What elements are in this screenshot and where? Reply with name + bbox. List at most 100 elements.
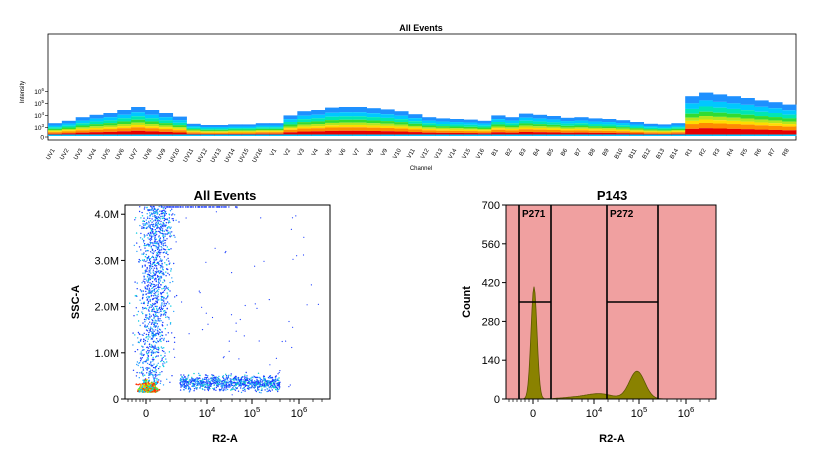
scatter-point [249,383,251,386]
scatter-point [162,364,164,367]
heatmap-band [283,126,298,129]
scatter-point [151,390,154,393]
heatmap-channel-label: B13 [656,147,667,160]
heatmap-band [532,121,548,125]
heatmap-band [131,134,146,136]
scatter-point [180,380,183,383]
scatter-point [146,352,148,355]
heatmap-channel-label: B11 [628,147,639,159]
scatter-point [145,293,147,295]
scatter-point [143,244,145,247]
scatter-point [148,318,150,320]
heatmap-band [657,132,672,134]
scatter-point [152,211,155,213]
scatter-point [160,277,163,279]
scatter-point [168,260,170,262]
heatmap-channel-label: UV14 [224,147,237,164]
scatter-point [164,352,166,354]
scatter-point [262,383,264,385]
heatmap-band [726,108,741,114]
scatter-point [153,292,155,295]
scatter-point [221,383,223,385]
scatter-point [257,383,259,385]
scatter-point [151,228,154,230]
scatter-point [140,366,142,369]
scatter-point [141,215,144,217]
heatmap-band [491,128,506,130]
heatmap-band [435,126,451,128]
histogram-y-axis-label: Count [461,286,473,318]
scatter-point [188,386,190,388]
scatter-point [232,378,235,380]
heatmap-band [117,110,132,115]
scatter-point [160,295,163,298]
scatter-point [164,288,166,290]
scatter-point [143,243,146,245]
scatter-point [136,349,139,351]
scatter-point [274,378,277,380]
heatmap-band [366,131,381,136]
scatter-point [251,385,253,387]
scatter-point [154,214,156,217]
heatmap-band [283,132,298,136]
scatter-point [263,386,265,388]
heatmap-band [352,107,367,113]
heatmap-band [546,122,561,125]
scatter-point [193,390,195,392]
scatter-point [158,235,160,237]
scatter-point [140,388,142,391]
scatter-point [249,379,251,381]
heatmap-band [131,122,146,125]
scatter-point [255,384,257,386]
heatmap-band [491,115,506,120]
scatter-point [146,362,149,365]
scatter-point [145,296,148,299]
scatter-point [242,379,244,381]
scatter-point [164,239,167,242]
scatter-point [270,377,273,379]
scatter-point [149,348,152,351]
scatter-point [206,384,208,387]
scatter-point [142,308,144,310]
scatter-point [259,382,261,384]
scatter-point [152,308,154,310]
scatter-point [161,270,163,272]
scatter-point [267,379,269,382]
scatter-point [265,380,267,382]
scatter-point [171,375,173,377]
heatmap-band [394,128,409,132]
scatter-point [152,274,154,277]
scatter-point [167,248,169,251]
heatmap-band [186,130,201,132]
scatter-point [142,290,145,292]
scatter-point [169,235,171,237]
heatmap-band [740,114,755,119]
scatter-point [240,391,243,394]
scatter-point [161,232,163,235]
scatter-point [157,278,160,281]
heatmap-band [602,126,617,129]
scatter-point [276,385,278,387]
scatter-point [152,271,154,273]
scatter-point [145,219,147,221]
heatmap-channel-label: B14 [669,147,680,160]
scatter-point [145,250,147,252]
scatter-point [279,381,281,383]
scatter-point [161,357,163,359]
heatmap-band [117,134,132,136]
scatter-point [199,386,201,389]
scatter-point [144,281,146,283]
heatmap-band [311,124,326,127]
heatmap-band [103,134,118,136]
scatter-point [158,220,161,222]
scatter-point [158,245,161,247]
scatter-point [144,343,146,345]
scatter-point [142,302,145,304]
scatter-point [145,319,147,321]
heatmap-band [131,127,146,131]
scatter-point [153,288,156,290]
scatter-point [258,340,260,342]
scatter-point [146,299,148,301]
scatter-point [213,388,215,391]
scatter-point [243,383,245,386]
